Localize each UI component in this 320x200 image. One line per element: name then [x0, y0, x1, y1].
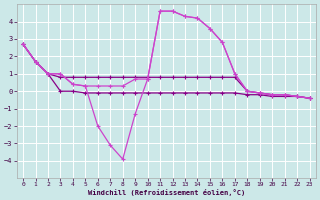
X-axis label: Windchill (Refroidissement éolien,°C): Windchill (Refroidissement éolien,°C): [88, 189, 245, 196]
